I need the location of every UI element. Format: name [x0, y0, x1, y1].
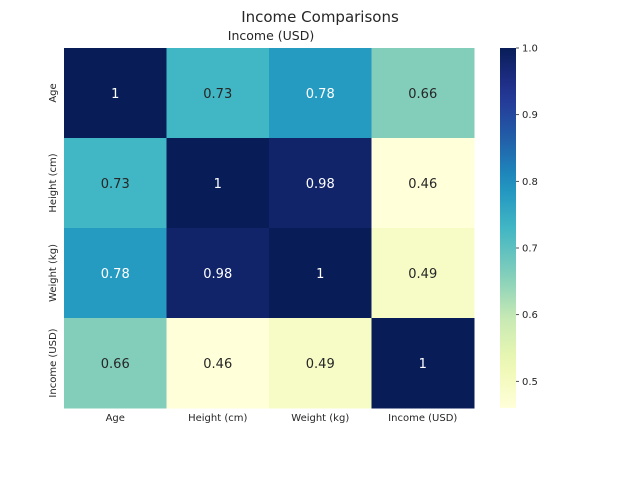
- cell-value-label: 1: [214, 177, 222, 192]
- heatmap-cell: [269, 138, 372, 229]
- x-tick-label: Height (cm): [188, 413, 247, 424]
- heatmap-cell: [166, 318, 270, 409]
- heatmap-cell: [64, 48, 167, 139]
- cell-value-label: 0.66: [101, 357, 130, 372]
- heatmap-cell: [371, 318, 475, 409]
- heatmap-cell: [64, 318, 167, 409]
- cell-value-label: 1: [419, 357, 427, 372]
- colorbar-tick-label: 0.8: [522, 177, 538, 188]
- heatmap-cell: [64, 138, 167, 229]
- cell-value-label: 0.49: [306, 357, 335, 372]
- colorbar-tick-label: 0.7: [522, 244, 538, 255]
- y-tick-label: Age: [48, 83, 59, 102]
- cell-value-label: 0.49: [408, 267, 437, 282]
- heatmap-cell: [371, 138, 475, 229]
- y-axis-tick-labels: Age Height (cm) Weight (kg) Income (USD): [48, 83, 59, 397]
- cell-value-label: 0.46: [203, 357, 232, 372]
- heatmap-cells: [64, 48, 475, 409]
- heatmap-cell: [64, 228, 167, 319]
- chart-subtitle: Income (USD): [228, 28, 314, 43]
- x-tick-label: Income (USD): [388, 413, 457, 424]
- heatmap-cell: [269, 318, 372, 409]
- cell-value-label: 0.46: [408, 177, 437, 192]
- chart-title: Income Comparisons: [241, 8, 399, 26]
- cell-value-label: 0.73: [203, 87, 232, 102]
- heatmap-cell: [166, 138, 270, 229]
- cell-value-label: 0.78: [306, 87, 335, 102]
- x-tick-label: Weight (kg): [291, 413, 349, 424]
- colorbar-tick-label: 0.9: [522, 110, 538, 121]
- y-tick-label: Height (cm): [48, 153, 59, 212]
- y-tick-label: Weight (kg): [48, 244, 59, 302]
- cell-value-label: 0.98: [306, 177, 335, 192]
- heatmap-cell: [166, 228, 270, 319]
- cell-value-label: 1: [316, 267, 324, 282]
- colorbar-tick-label: 0.6: [522, 310, 538, 321]
- heatmap-cell: [269, 228, 372, 319]
- heatmap-cell: [166, 48, 270, 139]
- y-tick-label: Income (USD): [48, 328, 59, 397]
- cell-value-label: 1: [111, 87, 119, 102]
- cell-value-label: 0.66: [408, 87, 437, 102]
- x-tick-label: Age: [106, 413, 125, 424]
- heatmap-cell: [371, 228, 475, 319]
- heatmap-cell-labels: 1 0.73 0.78 0.66 0.73 1 0.98 0.46 0.78 0.98 1 0.49 0…: [101, 87, 437, 372]
- colorbar-gradient: [500, 48, 516, 408]
- colorbar: 0.5 0.6 0.7 0.8 0.9 1.0: [500, 44, 538, 408]
- cell-value-label: 0.78: [101, 267, 130, 282]
- heatmap-cell: [371, 48, 475, 139]
- colorbar-tick-label: 0.5: [522, 377, 538, 388]
- colorbar-tick-label: 1.0: [522, 44, 538, 55]
- cell-value-label: 0.98: [203, 267, 232, 282]
- heatmap-cell: [269, 48, 372, 139]
- cell-value-label: 0.73: [101, 177, 130, 192]
- x-axis-tick-labels: Age Height (cm) Weight (kg) Income (USD): [106, 413, 458, 424]
